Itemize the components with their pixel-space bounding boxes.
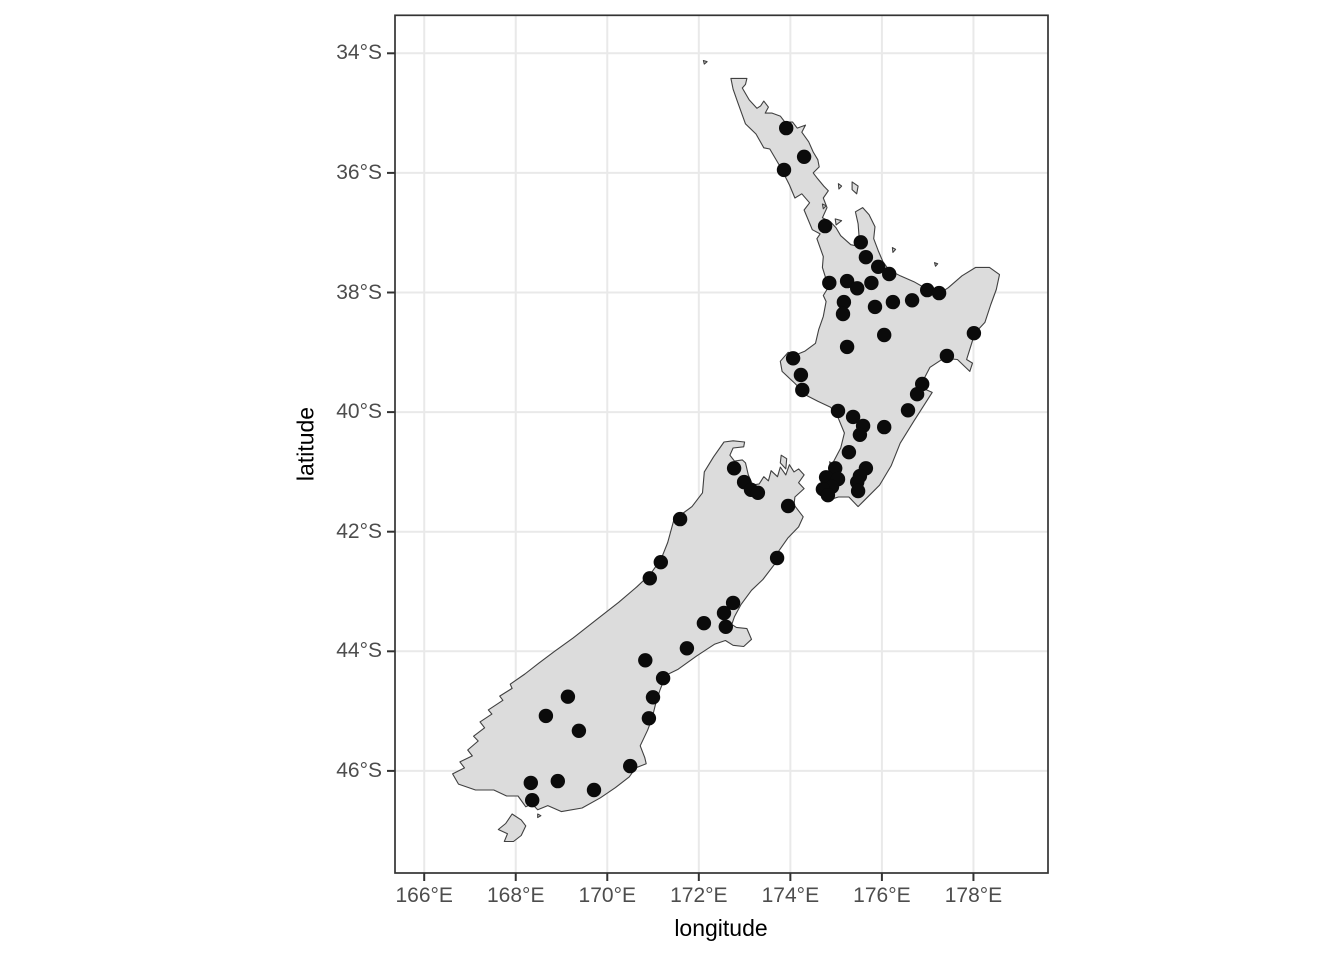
data-point	[571, 723, 587, 738]
small-island-polygon	[821, 203, 827, 210]
data-point	[835, 306, 851, 322]
y-tick-label: 44°S	[336, 639, 382, 663]
data-point	[642, 571, 657, 586]
data-point	[836, 294, 852, 310]
data-point	[726, 461, 742, 476]
data-point	[523, 775, 538, 791]
small-island-polygon	[933, 262, 939, 267]
panel-border	[394, 14, 1049, 874]
x-tick-label: 168°E	[487, 884, 545, 907]
data-point	[776, 162, 792, 178]
y-tick-label: 46°S	[336, 758, 382, 782]
x-tick-label: 178°E	[944, 884, 1003, 907]
y-tick-label: 36°S	[336, 160, 382, 184]
data-point	[560, 689, 576, 704]
data-point	[877, 419, 892, 435]
data-point	[828, 461, 843, 476]
data-point	[679, 641, 695, 656]
data-point	[641, 711, 657, 726]
data-point	[550, 773, 565, 789]
data-point	[839, 339, 855, 355]
data-point	[850, 483, 866, 499]
data-point	[718, 619, 733, 634]
axis-ticks	[387, 52, 975, 881]
data-point	[793, 367, 809, 383]
data-point	[795, 382, 810, 398]
data-point	[780, 498, 796, 514]
data-point	[909, 387, 925, 402]
data-point	[769, 550, 785, 566]
data-point	[716, 605, 732, 621]
data-point	[830, 403, 846, 419]
data-point	[904, 293, 920, 308]
data-point	[623, 758, 638, 774]
data-point	[931, 285, 947, 301]
data-point	[750, 485, 766, 500]
data-point	[900, 403, 916, 418]
data-point	[871, 259, 886, 274]
small-island-polygon	[891, 247, 897, 253]
data-point	[841, 445, 857, 460]
data-point	[638, 653, 653, 668]
data-point	[696, 616, 712, 631]
data-point	[850, 281, 865, 296]
data-point	[845, 409, 861, 425]
small-island-polygon	[837, 183, 843, 190]
data-point	[817, 218, 833, 234]
data-point	[538, 708, 554, 724]
x-tick-label: 166°E	[395, 884, 453, 907]
data-point	[586, 782, 602, 798]
data-point	[820, 488, 836, 503]
data-point	[858, 250, 874, 265]
data-point	[966, 326, 982, 341]
y-tick-label: 34°S	[336, 41, 382, 65]
x-tick-label: 176°E	[853, 884, 911, 907]
stewart-island-polygon	[497, 813, 527, 843]
data-point	[525, 793, 540, 808]
data-points	[523, 120, 982, 808]
data-point	[839, 273, 855, 289]
data-point	[785, 351, 801, 366]
x-tick-label: 172°E	[670, 884, 728, 907]
small-island-polygon	[537, 813, 542, 819]
data-point	[645, 690, 661, 705]
data-point	[796, 149, 812, 164]
data-point	[877, 327, 892, 343]
data-point	[853, 235, 868, 250]
small-island-polygon	[851, 181, 859, 195]
data-point	[885, 294, 901, 310]
data-point	[725, 595, 741, 611]
x-tick-label: 174°E	[761, 884, 820, 907]
x-axis-title: longitude	[674, 915, 768, 941]
data-point	[779, 120, 794, 136]
data-point	[653, 555, 668, 570]
data-point	[867, 299, 883, 315]
small-island-polygon	[779, 454, 788, 470]
north-island-polygon	[730, 77, 1001, 508]
data-point	[822, 275, 837, 291]
small-island-polygon	[702, 59, 708, 65]
y-axis-title: latitude	[292, 406, 319, 482]
y-tick-label: 42°S	[336, 519, 382, 543]
data-point	[672, 511, 688, 527]
y-tick-label: 38°S	[336, 280, 382, 304]
data-point	[852, 427, 868, 442]
x-tick-label: 170°E	[578, 884, 636, 907]
data-point	[882, 266, 897, 282]
data-point	[655, 671, 671, 686]
y-tick-label: 40°S	[336, 400, 382, 424]
data-point	[864, 275, 879, 291]
data-point	[939, 348, 955, 364]
small-island-polygon	[834, 218, 843, 226]
data-point	[920, 282, 935, 298]
